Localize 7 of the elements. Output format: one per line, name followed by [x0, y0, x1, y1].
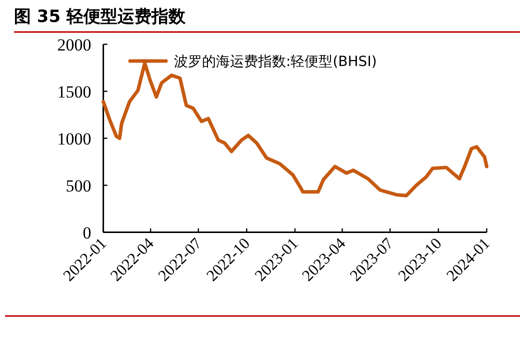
chart-title: 图 35 轻便型运费指数 — [14, 7, 186, 27]
y-tick-label: 2000 — [57, 35, 92, 54]
legend-label: 波罗的海运费指数:轻便型(BHSI) — [174, 54, 377, 70]
y-tick-label: 1500 — [57, 82, 92, 102]
y-tick-label: 0 — [82, 223, 92, 242]
y-tick-label: 1000 — [57, 129, 92, 148]
y-tick-label: 500 — [66, 176, 92, 196]
